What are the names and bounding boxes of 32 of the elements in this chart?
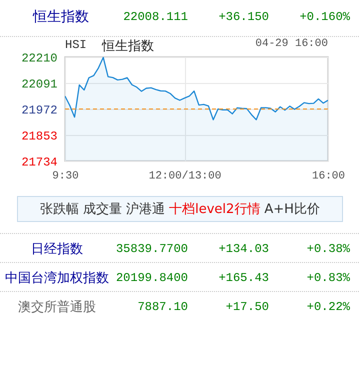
chart-title: 恒生指数 (102, 38, 154, 55)
x-tick-label: 12:00/13:00 (148, 170, 222, 182)
x-tick-label: 9:30 (52, 170, 79, 182)
text: 澳交所普通股 (17, 298, 97, 316)
text: +17.50 (226, 300, 269, 314)
text: 04-29 16:00 (255, 38, 328, 50)
x-tick-label: 16:00 (312, 170, 346, 182)
text: +0.22% (306, 300, 350, 314)
text: +134.03 (218, 242, 269, 256)
text: 22008.111 (123, 10, 188, 24)
text: 沪港通 (126, 201, 166, 218)
text: 20199.8400 (116, 271, 188, 285)
text: 恒生指数 (33, 8, 89, 26)
y-tick-label: 21972 (21, 104, 58, 118)
text: +0.160% (300, 10, 350, 24)
y-tick-label: 21734 (21, 156, 58, 170)
text: 成交量 (83, 201, 122, 218)
text: 35839.7700 (116, 242, 188, 256)
text: HSI (65, 38, 87, 52)
text: 7887.10 (138, 300, 188, 314)
text: +36.150 (218, 10, 269, 24)
y-tick-label: 22210 (21, 52, 58, 66)
y-tick-label: 21853 (21, 130, 58, 144)
text: A+H比价 (264, 201, 320, 218)
text: +0.83% (306, 271, 350, 285)
text: 中国台湾加权指数 (4, 270, 110, 287)
text: +0.38% (306, 242, 350, 256)
text: 十档level2行情 (169, 201, 260, 218)
text: 张跌幅 (40, 201, 80, 218)
y-tick-label: 22091 (21, 78, 58, 92)
text: +165.43 (218, 271, 269, 285)
text: 日经指数 (30, 241, 84, 258)
